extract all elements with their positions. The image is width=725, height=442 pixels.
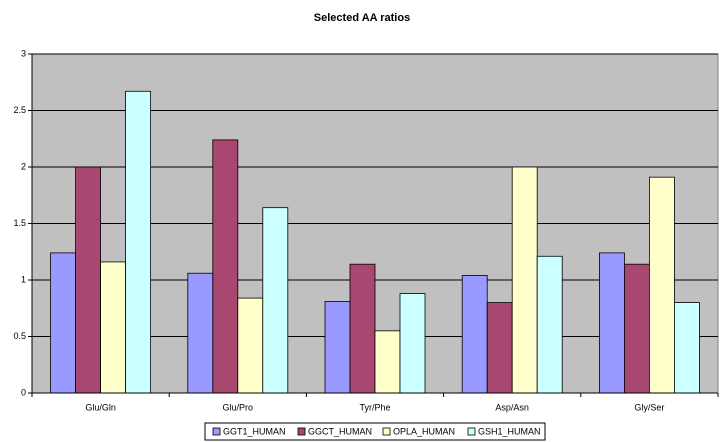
bar xyxy=(461,275,488,394)
bar xyxy=(349,263,376,394)
legend-label: GGT1_HUMAN xyxy=(223,426,286,436)
y-tick-label: 3 xyxy=(21,48,26,58)
x-tick-label: Asp/Asn xyxy=(495,402,529,412)
legend-swatch xyxy=(382,427,391,436)
bar xyxy=(399,293,426,394)
bar xyxy=(599,252,625,394)
y-tick-label: 1.5 xyxy=(13,218,26,228)
y-tick-label: 1 xyxy=(21,274,26,284)
legend-swatch xyxy=(467,427,476,436)
bar xyxy=(187,272,214,394)
bar xyxy=(649,176,675,394)
y-tick-label: 2 xyxy=(21,161,26,171)
y-tick-label: 2.5 xyxy=(13,105,26,115)
bar xyxy=(212,139,239,394)
bar xyxy=(624,263,650,394)
bar xyxy=(262,207,289,394)
chart-title: Selected AA ratios xyxy=(314,12,410,24)
bar xyxy=(511,166,538,394)
legend-swatch xyxy=(212,427,221,436)
bar xyxy=(486,302,513,394)
bar xyxy=(237,297,264,394)
legend-label: OPLA_HUMAN xyxy=(393,426,455,436)
bar xyxy=(374,330,401,394)
legend-label: GSH1_HUMAN xyxy=(478,426,541,436)
y-tick-label: 0 xyxy=(21,387,26,397)
legend-box xyxy=(204,422,546,441)
bar xyxy=(125,90,151,394)
bar xyxy=(100,261,126,394)
bar xyxy=(75,166,101,394)
legend-swatch xyxy=(297,427,306,436)
x-tick-label: Tyr/Phe xyxy=(359,402,390,412)
bar xyxy=(674,302,700,394)
x-tick-label: Gly/Ser xyxy=(634,402,664,412)
bar xyxy=(50,252,76,394)
x-tick-label: Glu/Pro xyxy=(223,402,254,412)
bar xyxy=(324,301,351,394)
y-tick-label: 0.5 xyxy=(13,331,26,341)
bar xyxy=(536,255,563,394)
legend-label: GGCT_HUMAN xyxy=(308,426,372,436)
x-tick-label: Glu/Gln xyxy=(85,402,116,412)
